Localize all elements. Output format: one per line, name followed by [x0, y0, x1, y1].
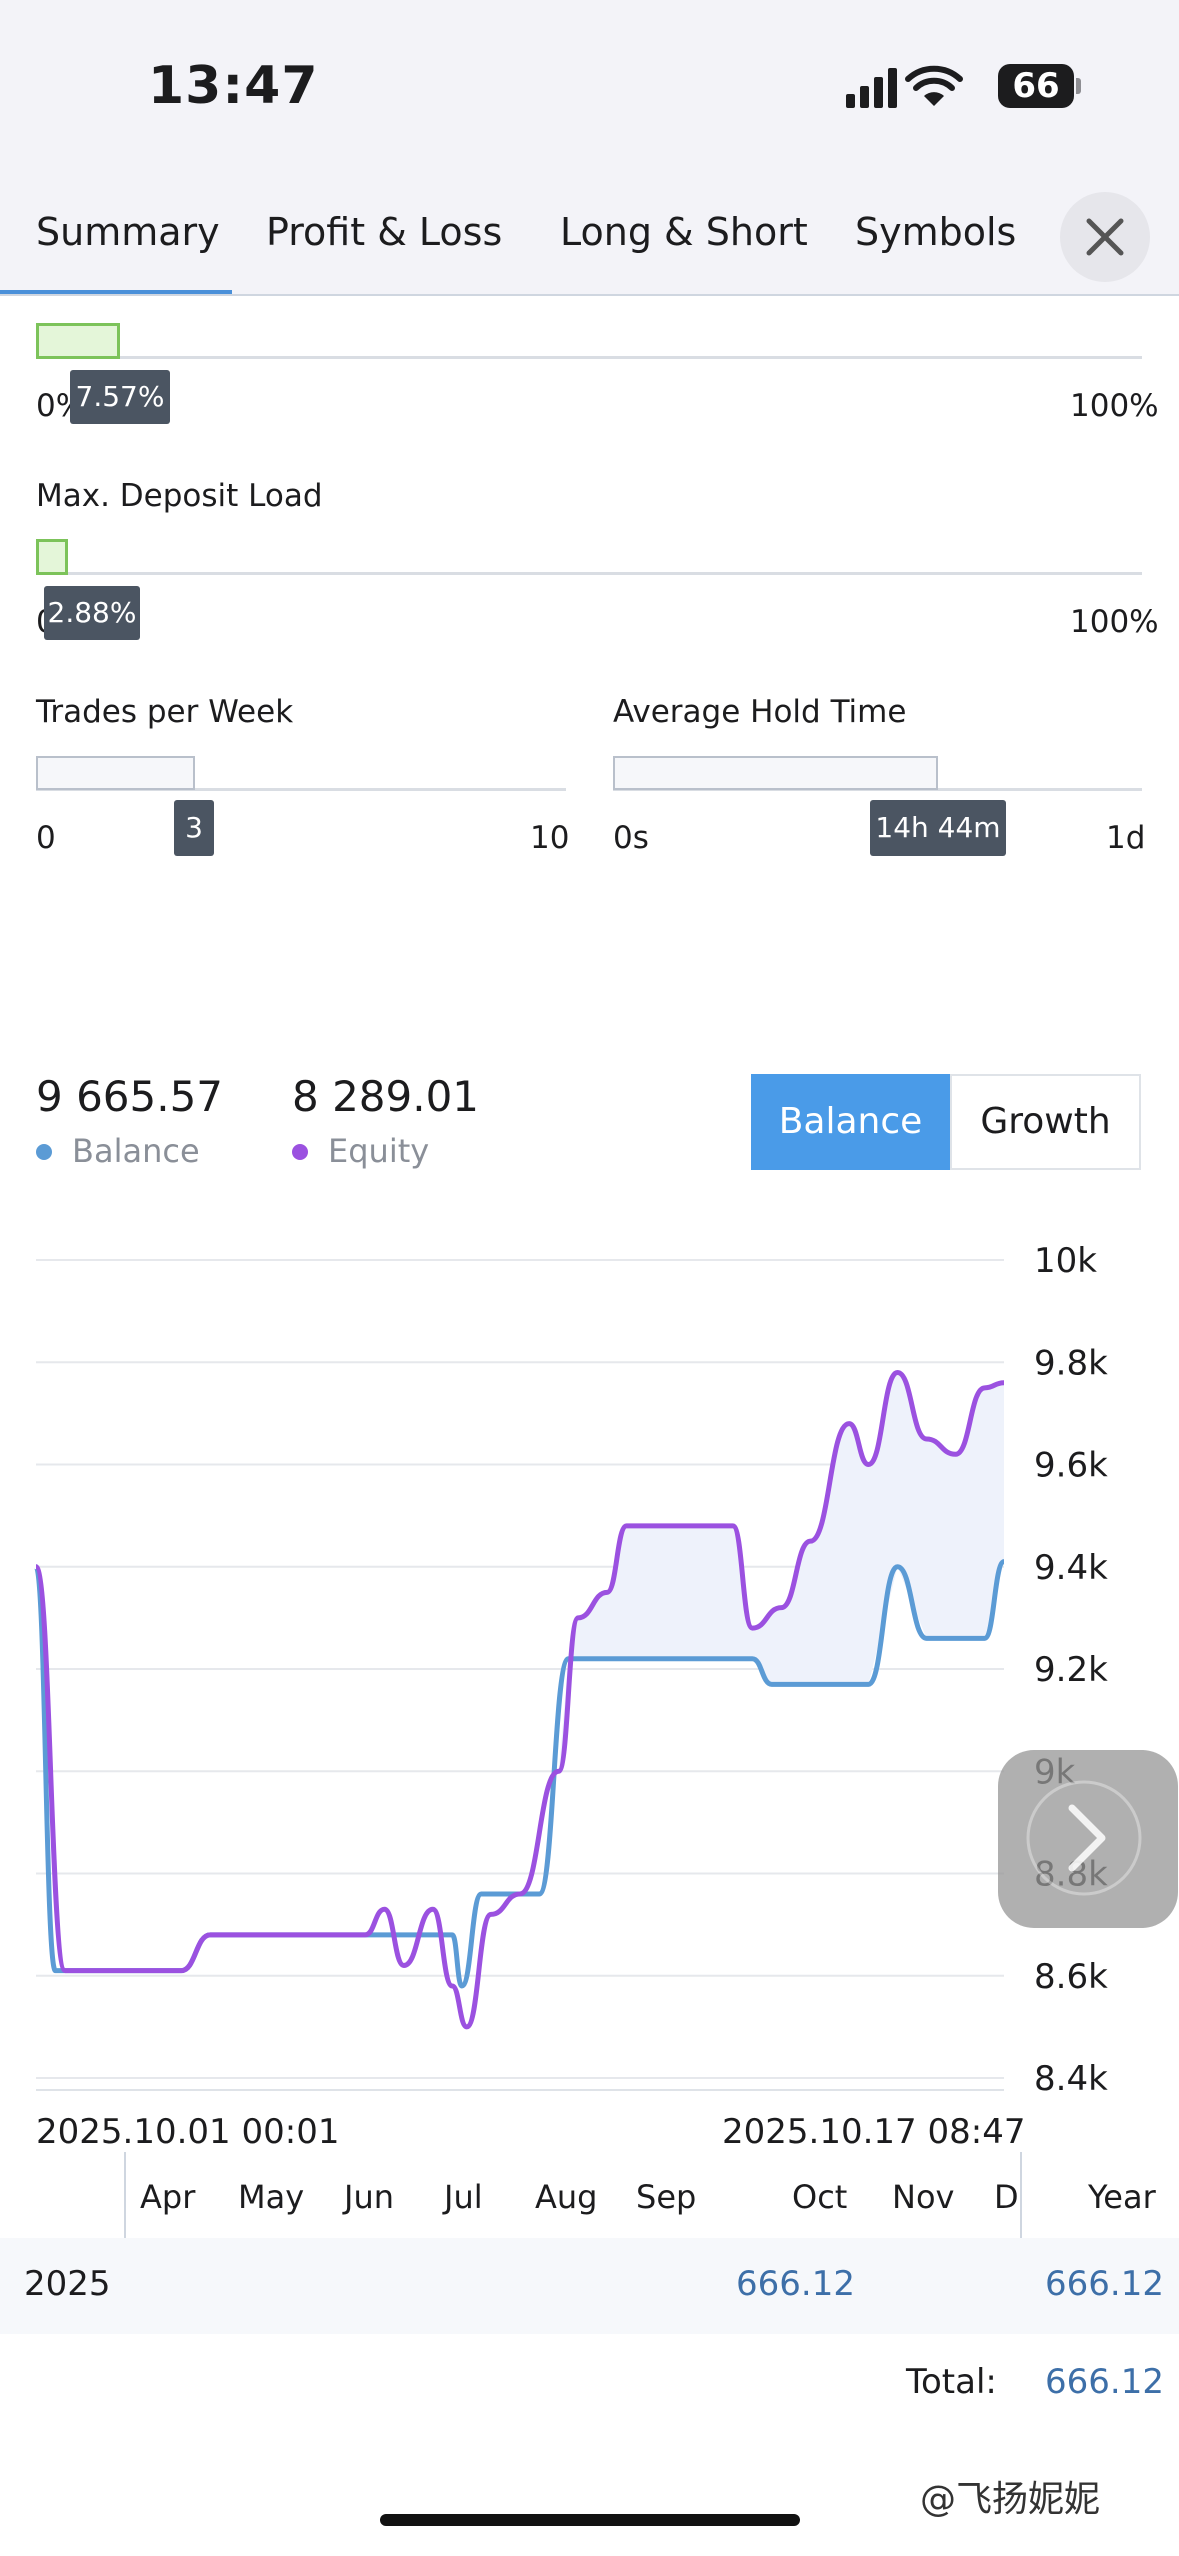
y-tick-label: 10k — [1034, 1241, 1097, 1281]
trades-per-week-title: Trades per Week — [36, 694, 294, 730]
deposit-load-title: Max. Deposit Load — [36, 478, 323, 514]
top-gauge-track — [36, 356, 1142, 359]
total-value: 666.12 — [1045, 2362, 1164, 2402]
balance-legend-dot — [36, 1144, 52, 1160]
equity-legend-label: Equity — [328, 1132, 430, 1170]
total-label: Total: — [906, 2362, 997, 2402]
next-page-button[interactable] — [998, 1750, 1178, 1928]
close-icon — [1086, 218, 1124, 256]
trades-per-week-min: 0 — [36, 820, 56, 856]
top-gauge-value: 7.57% — [70, 370, 170, 424]
trades-per-week-max: 10 — [530, 820, 570, 856]
avg-hold-time-min: 0s — [613, 820, 649, 856]
month-header: Aug — [535, 2178, 598, 2216]
tabs-divider — [0, 294, 1179, 296]
y-tick-label: 8.4k — [1034, 2059, 1108, 2099]
tab-summary[interactable]: Summary — [36, 210, 220, 254]
tab-long-short[interactable]: Long & Short — [560, 210, 808, 254]
trades-per-week-track — [36, 788, 566, 791]
home-indicator[interactable] — [380, 2514, 800, 2526]
deposit-load-max: 100% — [1070, 604, 1159, 640]
avg-hold-time-max: 1d — [1106, 820, 1146, 856]
chevron-right-icon — [1026, 1780, 1142, 1896]
row-year-total: 666.12 — [1045, 2264, 1164, 2304]
top-gauge-max: 100% — [1070, 388, 1159, 424]
row-year: 2025 — [24, 2264, 111, 2304]
deposit-load-fill — [36, 539, 68, 575]
balance-legend-label: Balance — [72, 1132, 200, 1170]
top-gauge-fill — [36, 323, 120, 359]
deposit-load-track — [36, 572, 1142, 575]
equity-value: 8 289.01 — [292, 1072, 480, 1121]
year-header: Year — [1088, 2178, 1156, 2216]
equity-series-line — [33, 1369, 1005, 2030]
trades-per-week-value: 3 — [174, 800, 214, 856]
battery-cap-icon — [1076, 78, 1081, 94]
balance-toggle-button[interactable]: Balance — [751, 1074, 950, 1170]
avg-hold-time-value: 14h 44m — [870, 800, 1006, 856]
y-tick-label: 9.8k — [1034, 1343, 1108, 1383]
avg-hold-time-title: Average Hold Time — [613, 694, 907, 730]
trades-per-week-fill — [36, 756, 195, 790]
close-button[interactable] — [1060, 192, 1150, 282]
y-tick-label: 9.2k — [1034, 1650, 1108, 1690]
y-tick-label: 8.6k — [1034, 1957, 1108, 1997]
row-oct-value[interactable]: 666.12 — [736, 2264, 855, 2304]
balance-value: 9 665.57 — [36, 1072, 224, 1121]
tab-symbols[interactable]: Symbols — [855, 210, 1017, 254]
y-tick-label: 9.6k — [1034, 1446, 1108, 1486]
month-header: Nov — [892, 2178, 955, 2216]
battery-indicator: 66 — [998, 64, 1074, 108]
watermark-text: @飞扬妮妮 — [920, 2479, 1101, 2520]
avg-hold-time-fill — [613, 756, 938, 790]
table-row-2025 — [0, 2238, 1179, 2334]
active-tab-indicator — [0, 290, 232, 295]
month-header: Oct — [792, 2178, 848, 2216]
deposit-load-value: 2.88% — [44, 586, 140, 640]
month-header: Sep — [636, 2178, 697, 2216]
growth-toggle-button[interactable]: Growth — [950, 1074, 1141, 1170]
y-tick-label: 9.4k — [1034, 1548, 1108, 1588]
month-header: Apr — [140, 2178, 196, 2216]
month-header: De — [994, 2178, 1018, 2216]
month-header: May — [238, 2178, 305, 2216]
month-header: Jul — [444, 2178, 483, 2216]
chart-x-start-label: 2025.10.01 00:01 — [36, 2112, 340, 2152]
status-time: 13:47 — [148, 56, 319, 116]
equity-legend-dot — [292, 1144, 308, 1160]
tab-profit-loss[interactable]: Profit & Loss — [266, 210, 503, 254]
header-background — [0, 0, 1179, 296]
signal-wifi-icon — [846, 65, 963, 108]
chart-x-end-label: 2025.10.17 08:47 — [722, 2112, 1026, 2152]
equity-balance-band — [558, 1372, 1004, 1772]
month-header: Jun — [344, 2178, 394, 2216]
